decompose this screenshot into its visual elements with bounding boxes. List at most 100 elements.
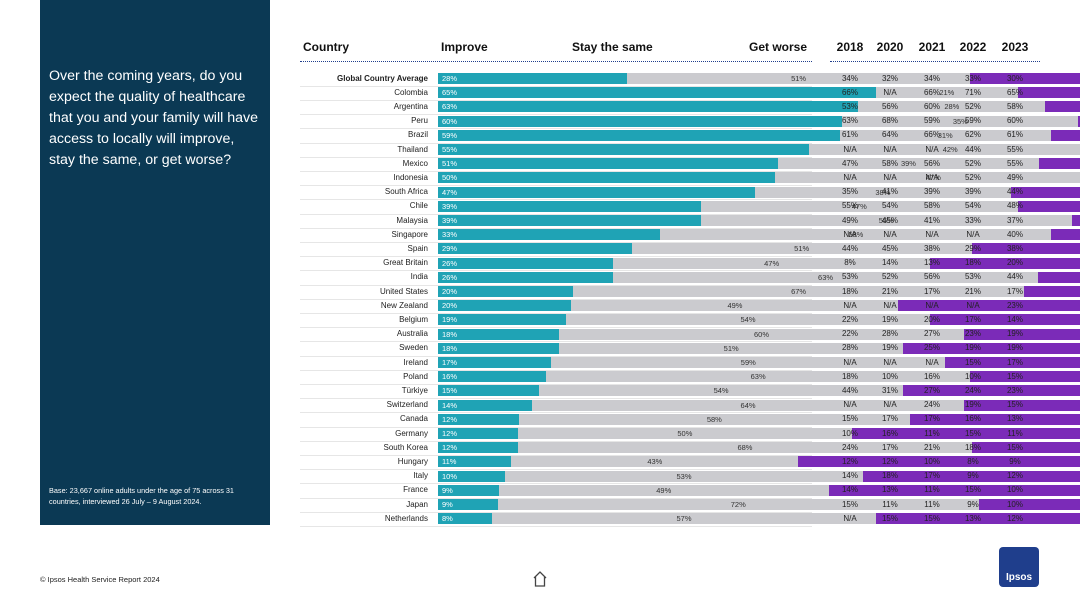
- year-value-2023: 38%: [1006, 243, 1023, 253]
- improve-bar: 55%: [438, 144, 809, 155]
- year-value-2023: 55%: [1006, 158, 1023, 168]
- year-value-2021: 38%: [923, 243, 940, 253]
- same-bar: 57%: [491, 513, 877, 525]
- row-divider: [300, 398, 812, 400]
- stacked-bar: 10% 53% 37%: [438, 470, 1080, 482]
- same-bar: 58%: [660, 229, 1052, 241]
- year-value-2022: 54%: [964, 201, 981, 211]
- data-label: 63%: [750, 372, 766, 382]
- header-country: Country: [303, 40, 349, 54]
- year-value-2023: 10%: [1006, 485, 1023, 495]
- year-value-2021: 21%: [923, 442, 940, 452]
- worse-bar: 21%: [970, 73, 1080, 84]
- country-label: South Africa: [384, 187, 428, 197]
- year-value-2022: 59%: [964, 116, 981, 126]
- year-value-2021: 27%: [923, 329, 940, 339]
- footer-text: © Ipsos Health Service Report 2024: [40, 575, 160, 584]
- stacked-bar: 15% 54% 31%: [438, 385, 1080, 397]
- data-label: 12%: [442, 443, 458, 453]
- data-label: 28%: [944, 102, 960, 112]
- stacked-bar: 47% 38% 15%: [438, 186, 1080, 198]
- stacked-bar: 17% 59% 25%: [438, 357, 1080, 368]
- worse-bar: 22%: [963, 328, 1080, 340]
- worse-bar: 9%: [1050, 129, 1080, 141]
- same-bar: 28%: [858, 101, 1046, 113]
- data-label: 39%: [442, 201, 458, 211]
- worse-bar: 39%: [851, 428, 1080, 439]
- stacked-bar: 18% 51% 31%: [438, 342, 1080, 354]
- data-label: 47%: [442, 187, 458, 197]
- same-bar: 49%: [498, 484, 829, 496]
- year-value-2023: 44%: [1006, 187, 1023, 197]
- logo-text: Ipsos: [1005, 572, 1033, 583]
- worse-bar: 5%: [1078, 115, 1080, 127]
- country-label: Hungary: [397, 456, 428, 466]
- year-value-2020: 11%: [882, 499, 898, 509]
- year-value-2020: 18%: [881, 471, 898, 481]
- home-icon[interactable]: [532, 570, 548, 588]
- improve-bar: 59%: [438, 129, 840, 141]
- year-value-2018: 15%: [841, 499, 858, 509]
- year-value-2020: N/A: [883, 357, 897, 367]
- data-label: 15%: [442, 386, 458, 396]
- data-label: 31%: [937, 130, 953, 140]
- country-label: Chile: [409, 201, 428, 211]
- country-label: Colombia: [394, 87, 428, 97]
- same-bar: 54%: [566, 314, 930, 326]
- country-label: Japan: [406, 499, 428, 509]
- data-label: 49%: [656, 485, 672, 495]
- year-value-2020: 54%: [881, 201, 898, 211]
- data-label: 65%: [442, 88, 458, 98]
- year-value-2018: 53%: [841, 272, 858, 282]
- country-label: Argentina: [393, 101, 428, 111]
- data-label: 67%: [791, 287, 807, 296]
- row-divider: [300, 412, 812, 414]
- same-bar: 50%: [518, 428, 852, 439]
- data-label: 59%: [442, 130, 458, 140]
- year-value-2023: 10%: [1006, 499, 1023, 509]
- country-label: Canada: [399, 414, 428, 424]
- stacked-bar: 18% 60% 22%: [438, 328, 1080, 340]
- country-label: Poland: [403, 371, 428, 381]
- country-label: Great Britain: [383, 258, 428, 268]
- year-value-2022: 23%: [964, 329, 981, 339]
- year-value-2023: 60%: [1006, 116, 1023, 126]
- year-value-2023: 61%: [1006, 130, 1023, 140]
- year-value-2022: 52%: [964, 101, 981, 111]
- improve-bar: 16%: [438, 371, 546, 383]
- year-value-2022: 18%: [964, 442, 981, 452]
- chart-row: Ireland 17% 59% 25% N/A N/A N/A 15% 17%: [300, 356, 1080, 370]
- year-value-2022: 33%: [964, 215, 981, 225]
- stacked-bar: 8% 57% 35%: [438, 513, 1080, 525]
- year-value-2023: 15%: [1006, 371, 1023, 381]
- chart-row: Mexico 51% 39% 11% 47% 58% 56% 52% 55%: [300, 157, 1080, 171]
- row-divider: [300, 511, 812, 513]
- year-value-2020: 21%: [881, 286, 898, 296]
- year-value-2022: 8%: [967, 456, 979, 466]
- country-label: Global Country Average: [337, 73, 428, 83]
- country-label: Belgium: [399, 314, 428, 324]
- year-header-divider: [830, 61, 1040, 62]
- data-label: 42%: [942, 145, 958, 154]
- country-label: Spain: [407, 243, 428, 253]
- same-bar: 42%: [808, 144, 1080, 155]
- chart-row: Australia 18% 60% 22% 22% 28% 27% 23% 19%: [300, 327, 1080, 341]
- country-label: Singapore: [391, 229, 428, 239]
- data-label: 72%: [730, 500, 746, 509]
- country-label: Peru: [411, 116, 428, 126]
- improve-bar: 63%: [438, 101, 859, 113]
- year-value-2021: 41%: [923, 215, 940, 225]
- stacked-bar: 9% 49% 42%: [438, 484, 1080, 496]
- data-label: 11%: [442, 457, 457, 467]
- year-value-2022: N/A: [966, 229, 980, 239]
- country-label: Indonesia: [393, 172, 428, 182]
- header-divider: [300, 61, 812, 62]
- worse-bar: 27%: [930, 257, 1080, 269]
- year-value-2021: N/A: [925, 172, 939, 182]
- year-value-2022: 62%: [964, 130, 981, 140]
- improve-bar: 9%: [438, 499, 499, 510]
- improve-bar: 50%: [438, 172, 775, 184]
- year-value-2023: 23%: [1006, 385, 1023, 395]
- year-value-2021: 66%: [923, 130, 940, 140]
- chart-row: Brazil 59% 31% 9% 61% 64% 66% 62% 61%: [300, 128, 1080, 142]
